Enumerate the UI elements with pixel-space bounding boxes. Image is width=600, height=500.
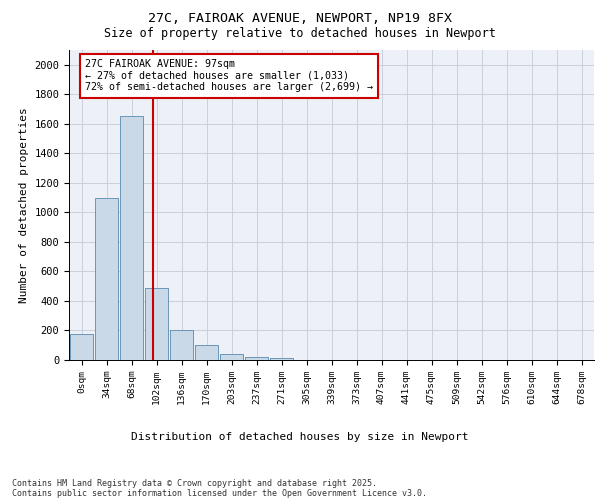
Bar [194,344,218,360]
Text: Contains HM Land Registry data © Crown copyright and database right 2025.: Contains HM Land Registry data © Crown c… [12,478,377,488]
Text: Contains public sector information licensed under the Open Government Licence v3: Contains public sector information licen… [12,488,427,498]
Bar [269,358,293,360]
Bar [170,330,193,360]
Bar [145,288,169,360]
Text: Distribution of detached houses by size in Newport: Distribution of detached houses by size … [131,432,469,442]
Y-axis label: Number of detached properties: Number of detached properties [19,107,29,303]
Text: 27C, FAIROAK AVENUE, NEWPORT, NP19 8FX: 27C, FAIROAK AVENUE, NEWPORT, NP19 8FX [148,12,452,26]
Text: Size of property relative to detached houses in Newport: Size of property relative to detached ho… [104,28,496,40]
Text: 27C FAIROAK AVENUE: 97sqm
← 27% of detached houses are smaller (1,033)
72% of se: 27C FAIROAK AVENUE: 97sqm ← 27% of detac… [85,60,373,92]
Bar [245,357,268,360]
Bar [119,116,143,360]
Bar [220,354,244,360]
Bar [70,334,94,360]
Bar [95,198,118,360]
